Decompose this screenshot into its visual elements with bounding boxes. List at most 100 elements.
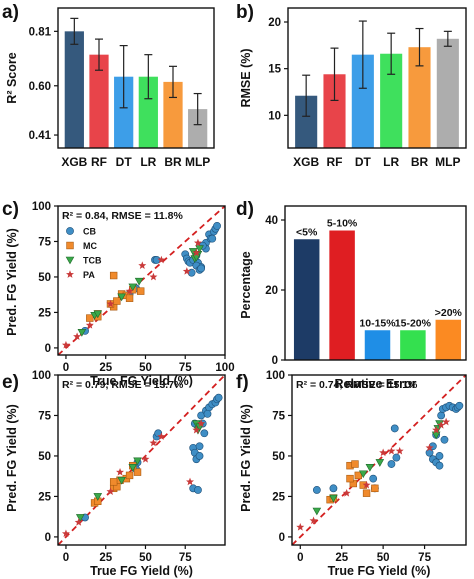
x-tick-label: 25 bbox=[335, 552, 348, 564]
category-label-xgb: XGB bbox=[293, 155, 319, 169]
point-pa bbox=[186, 477, 194, 486]
y-axis-title: R² Score bbox=[5, 52, 19, 103]
panel-letter-c: c) bbox=[2, 199, 19, 220]
plot-frame-b bbox=[287, 7, 467, 149]
point-pa bbox=[387, 446, 396, 455]
point-pa bbox=[106, 487, 115, 495]
point-pa bbox=[85, 321, 94, 329]
point-mc bbox=[371, 484, 379, 493]
point-pa bbox=[193, 238, 202, 247]
panel-letter-b: b) bbox=[236, 2, 254, 23]
point-cb bbox=[455, 401, 464, 410]
point-tcb bbox=[77, 328, 87, 337]
y-axis-title: Pred. FG Yield (%) bbox=[5, 228, 19, 336]
bar-lr bbox=[380, 53, 403, 148]
point-tcb bbox=[128, 463, 138, 472]
y-axis-title: Pred. FG Yield (%) bbox=[5, 404, 19, 512]
bar-error-range-1 bbox=[329, 230, 355, 360]
point-pa bbox=[379, 448, 388, 457]
point-mc bbox=[86, 314, 94, 322]
category-label-rf: RF bbox=[327, 155, 343, 169]
point-mc bbox=[354, 471, 362, 480]
point-cb bbox=[214, 393, 223, 402]
category-label-lr: LR bbox=[383, 155, 399, 169]
point-cb bbox=[200, 429, 209, 438]
point-cb bbox=[329, 484, 338, 493]
stats-annotation: R² = 0.79, RMSE = 13.7% bbox=[62, 379, 184, 391]
point-tcb bbox=[358, 470, 368, 479]
point-pa bbox=[442, 417, 451, 426]
legend-label-mc: MC bbox=[83, 241, 97, 251]
point-pa bbox=[362, 480, 371, 489]
x-tick-label: 25 bbox=[99, 552, 112, 564]
bar-xgb bbox=[64, 31, 84, 148]
bar-rf bbox=[89, 54, 109, 148]
point-mc bbox=[125, 471, 134, 480]
y-tick-label: 0 bbox=[45, 343, 51, 355]
point-cb bbox=[194, 486, 202, 494]
point-tcb bbox=[431, 431, 441, 440]
point-pa bbox=[61, 529, 70, 538]
point-pa bbox=[157, 255, 166, 264]
point-pa bbox=[197, 419, 206, 427]
bar-lr bbox=[138, 76, 158, 148]
x-axis-title: True FG Yield (%) bbox=[90, 564, 193, 578]
point-cb bbox=[213, 221, 221, 230]
category-label-dt: DT bbox=[116, 155, 133, 169]
bar-label-error-range: 15-20% bbox=[395, 317, 432, 329]
category-label-br: BR bbox=[164, 155, 182, 169]
point-pa bbox=[149, 272, 158, 281]
point-pa bbox=[182, 267, 191, 275]
point-pa bbox=[342, 488, 351, 497]
y-tick-label: 50 bbox=[38, 272, 51, 284]
bar-label-error-range: 10-15% bbox=[359, 317, 396, 329]
y-axis-title: Pred. FG Yield (%) bbox=[239, 404, 253, 512]
bar-mlp bbox=[436, 38, 459, 148]
bar-br bbox=[163, 81, 183, 148]
point-cb bbox=[435, 461, 444, 470]
panel-letter-f: f) bbox=[236, 372, 249, 393]
point-cb bbox=[387, 460, 396, 468]
y-tick-label: 20 bbox=[268, 17, 281, 29]
plot-frame-e bbox=[57, 374, 226, 546]
point-tcb bbox=[134, 277, 144, 286]
point-mc bbox=[109, 478, 118, 486]
point-pa bbox=[309, 516, 318, 525]
point-pa bbox=[437, 420, 446, 429]
point-cb bbox=[440, 435, 449, 444]
y-tick-label: 0.60 bbox=[29, 81, 51, 93]
legend-marker-tcb bbox=[65, 256, 75, 265]
x-tick-label: 0 bbox=[297, 552, 303, 564]
y-tick-label: 0.81 bbox=[29, 26, 52, 38]
point-tcb bbox=[329, 494, 338, 503]
category-label-lr: LR bbox=[140, 155, 156, 169]
legend-label-tcb: TCB bbox=[83, 256, 102, 266]
bar-rf bbox=[323, 74, 346, 148]
point-pa bbox=[73, 332, 82, 340]
bar-br bbox=[408, 47, 431, 149]
bar-error-range-3 bbox=[400, 330, 426, 360]
bar-label-error-range: 5-10% bbox=[327, 218, 358, 230]
panel-letter-e: e) bbox=[2, 372, 19, 393]
x-tick-label: 50 bbox=[139, 552, 152, 564]
point-mc bbox=[346, 474, 354, 483]
plot-frame-c bbox=[57, 205, 226, 356]
point-pa bbox=[116, 467, 125, 476]
point-pa bbox=[425, 443, 434, 452]
point-tcb bbox=[133, 457, 142, 466]
point-mc bbox=[109, 271, 118, 280]
y-tick-label: 40 bbox=[265, 215, 278, 227]
point-pa bbox=[192, 425, 201, 434]
point-cb bbox=[392, 453, 401, 462]
point-pa bbox=[61, 340, 70, 349]
plot-frame-f bbox=[291, 374, 467, 546]
panel-letter-a: a) bbox=[2, 2, 19, 23]
y-tick-label: 25 bbox=[38, 307, 51, 319]
x-tick-label: 75 bbox=[418, 552, 431, 564]
point-tcb bbox=[93, 493, 103, 501]
point-cb bbox=[203, 409, 212, 418]
point-cb bbox=[390, 424, 399, 433]
point-mc bbox=[125, 294, 134, 302]
bar-dt bbox=[114, 76, 134, 148]
